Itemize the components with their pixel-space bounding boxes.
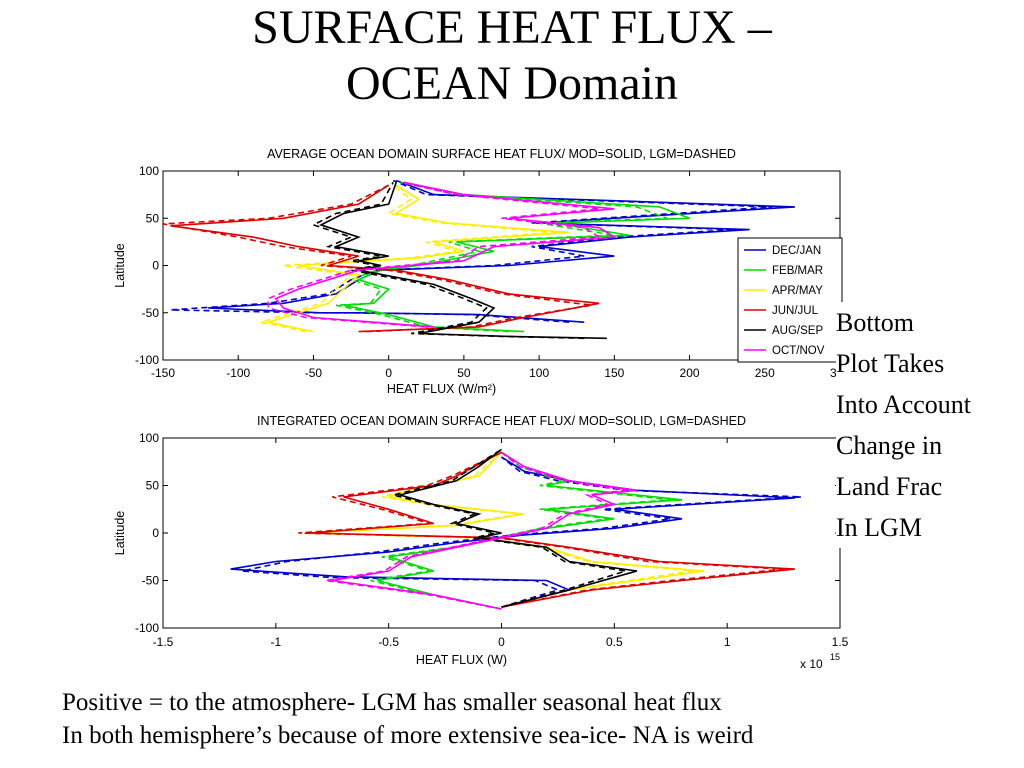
y-tick-label: -50 xyxy=(142,306,160,320)
x-tick-label: 0.5 xyxy=(606,635,623,649)
legend-label: APR/MAY xyxy=(772,285,823,297)
side-note-line: Change in xyxy=(836,431,943,460)
y-axis-label: Latitude xyxy=(113,511,127,556)
series-line-aug-sep-solid xyxy=(396,448,638,608)
x-tick-label: -0.5 xyxy=(378,635,399,649)
series-group xyxy=(162,179,795,340)
side-note-line: Into Account xyxy=(836,390,972,419)
x-tick-label: -1 xyxy=(270,635,281,649)
legend-label: FEB/MAR xyxy=(772,265,823,277)
series-line-oct-nov-solid xyxy=(274,181,617,328)
title-line-1: SURFACE HEAT FLUX – xyxy=(252,1,772,54)
bottom-note-line: Positive = to the atmosphere- LGM has sm… xyxy=(62,689,722,716)
bottom-note: Positive = to the atmosphere- LGM has sm… xyxy=(62,686,753,752)
y-tick-label: 100 xyxy=(139,164,159,178)
series-line-oct-nov-solid xyxy=(332,451,638,610)
x-tick-label: 150 xyxy=(604,366,624,380)
side-note-line: Bottom xyxy=(836,308,915,337)
x-exponent: 15 xyxy=(830,652,840,662)
side-note-line: Plot Takes xyxy=(836,349,945,378)
legend-label: DEC/JAN xyxy=(772,245,821,257)
x-tick-label: 50 xyxy=(457,366,471,380)
x-axis-label: HEAT FLUX (W) xyxy=(416,653,507,667)
y-tick-label: 50 xyxy=(146,479,160,493)
title-line-2: OCEAN Domain xyxy=(346,57,678,110)
x-tick-label: -1.5 xyxy=(153,635,174,649)
x-tick-label: 1 xyxy=(724,635,731,649)
series-line-dec-jan-dashed xyxy=(170,179,773,323)
chart-title: AVERAGE OCEAN DOMAIN SURFACE HEAT FLUX/ … xyxy=(267,147,736,161)
x-tick-label: 200 xyxy=(680,366,700,380)
x-tick-label: -150 xyxy=(151,366,175,380)
bottom-note-line: In both hemisphere’s because of more ext… xyxy=(62,722,754,749)
series-line-aug-sep-solid xyxy=(318,182,607,340)
series-line-apr-may-dashed xyxy=(257,184,555,333)
series-line-oct-nov-dashed xyxy=(325,451,626,610)
side-note-line: Land Frac xyxy=(836,472,943,501)
x-tick-label: 0 xyxy=(385,366,392,380)
y-tick-label: 0 xyxy=(152,526,159,540)
series-line-jun-jul-dashed xyxy=(162,184,592,333)
x-tick-label: 100 xyxy=(529,366,549,380)
y-tick-label: -100 xyxy=(135,353,159,367)
legend-label: JUN/JUL xyxy=(772,305,819,317)
series-group xyxy=(230,448,802,610)
y-tick-label: 50 xyxy=(146,211,160,225)
x-tick-label: 1.5 xyxy=(832,635,849,649)
y-tick-label: -50 xyxy=(142,574,160,588)
y-tick-label: 0 xyxy=(152,259,159,273)
y-tick-label: -100 xyxy=(135,621,159,635)
legend-label: AUG/SEP xyxy=(772,325,823,337)
y-tick-label: 100 xyxy=(139,431,159,445)
legend-box xyxy=(737,237,843,363)
x-tick-label: 250 xyxy=(755,366,775,380)
series-line-apr-may-solid xyxy=(265,184,570,333)
x-axis-label: HEAT FLUX (W/m²) xyxy=(387,382,496,396)
series-line-oct-nov-dashed xyxy=(267,181,602,328)
x-tick-label: 0 xyxy=(498,635,505,649)
chart-title: INTEGRATED OCEAN DOMAIN SURFACE HEAT FLU… xyxy=(257,414,746,428)
side-note-line: In LGM xyxy=(836,513,922,542)
series-line-aug-sep-dashed xyxy=(311,181,585,340)
x-multiplier: x 10 xyxy=(800,657,823,671)
x-tick-label: -50 xyxy=(305,366,323,380)
x-tick-label: -100 xyxy=(226,366,250,380)
series-line-jun-jul-dashed xyxy=(298,451,784,608)
y-axis-label: Latitude xyxy=(113,243,127,288)
legend-label: OCT/NOV xyxy=(772,345,825,357)
side-note: Bottom Plot Takes Into Account Change in… xyxy=(836,302,972,548)
slide-title: SURFACE HEAT FLUX – OCEAN Domain xyxy=(0,0,1024,112)
